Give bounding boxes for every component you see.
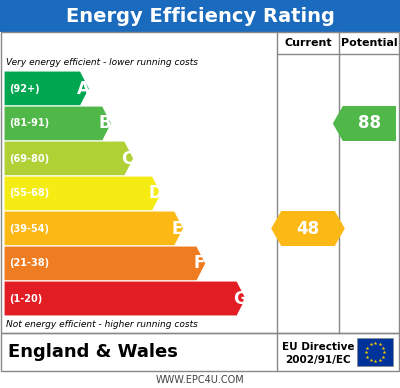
- Text: Energy Efficiency Rating: Energy Efficiency Rating: [66, 7, 334, 26]
- Polygon shape: [4, 176, 162, 211]
- Text: (92+): (92+): [9, 83, 40, 94]
- Text: EU Directive: EU Directive: [282, 342, 354, 352]
- Bar: [1, 32, 399, 333]
- Text: (81-91): (81-91): [9, 118, 49, 128]
- Bar: [1, 333, 399, 371]
- Text: C: C: [121, 149, 134, 168]
- Bar: [357, 338, 393, 366]
- Polygon shape: [4, 106, 112, 141]
- Text: 2002/91/EC: 2002/91/EC: [285, 355, 351, 365]
- Polygon shape: [333, 106, 396, 141]
- Text: G: G: [233, 289, 246, 308]
- Polygon shape: [271, 211, 345, 246]
- Polygon shape: [4, 281, 246, 316]
- Text: (55-68): (55-68): [9, 189, 49, 199]
- Text: Current: Current: [284, 38, 332, 48]
- Text: WWW.EPC4U.COM: WWW.EPC4U.COM: [156, 375, 244, 385]
- Text: (21-38): (21-38): [9, 258, 49, 268]
- Text: B: B: [99, 114, 112, 132]
- Text: (69-80): (69-80): [9, 154, 49, 163]
- Polygon shape: [4, 71, 89, 106]
- Text: A: A: [77, 80, 90, 97]
- Text: 48: 48: [296, 220, 320, 237]
- Text: Not energy efficient - higher running costs: Not energy efficient - higher running co…: [6, 320, 198, 329]
- Text: Very energy efficient - lower running costs: Very energy efficient - lower running co…: [6, 58, 198, 67]
- Text: Potential: Potential: [341, 38, 398, 48]
- Text: (1-20): (1-20): [9, 293, 42, 303]
- Polygon shape: [4, 141, 134, 176]
- Text: E: E: [172, 220, 183, 237]
- Text: England & Wales: England & Wales: [8, 343, 178, 361]
- Text: (39-54): (39-54): [9, 223, 49, 234]
- Text: F: F: [194, 255, 205, 272]
- Text: D: D: [148, 185, 162, 203]
- Text: 88: 88: [358, 114, 381, 132]
- Bar: [0, 0, 400, 32]
- Polygon shape: [4, 211, 184, 246]
- Polygon shape: [4, 246, 206, 281]
